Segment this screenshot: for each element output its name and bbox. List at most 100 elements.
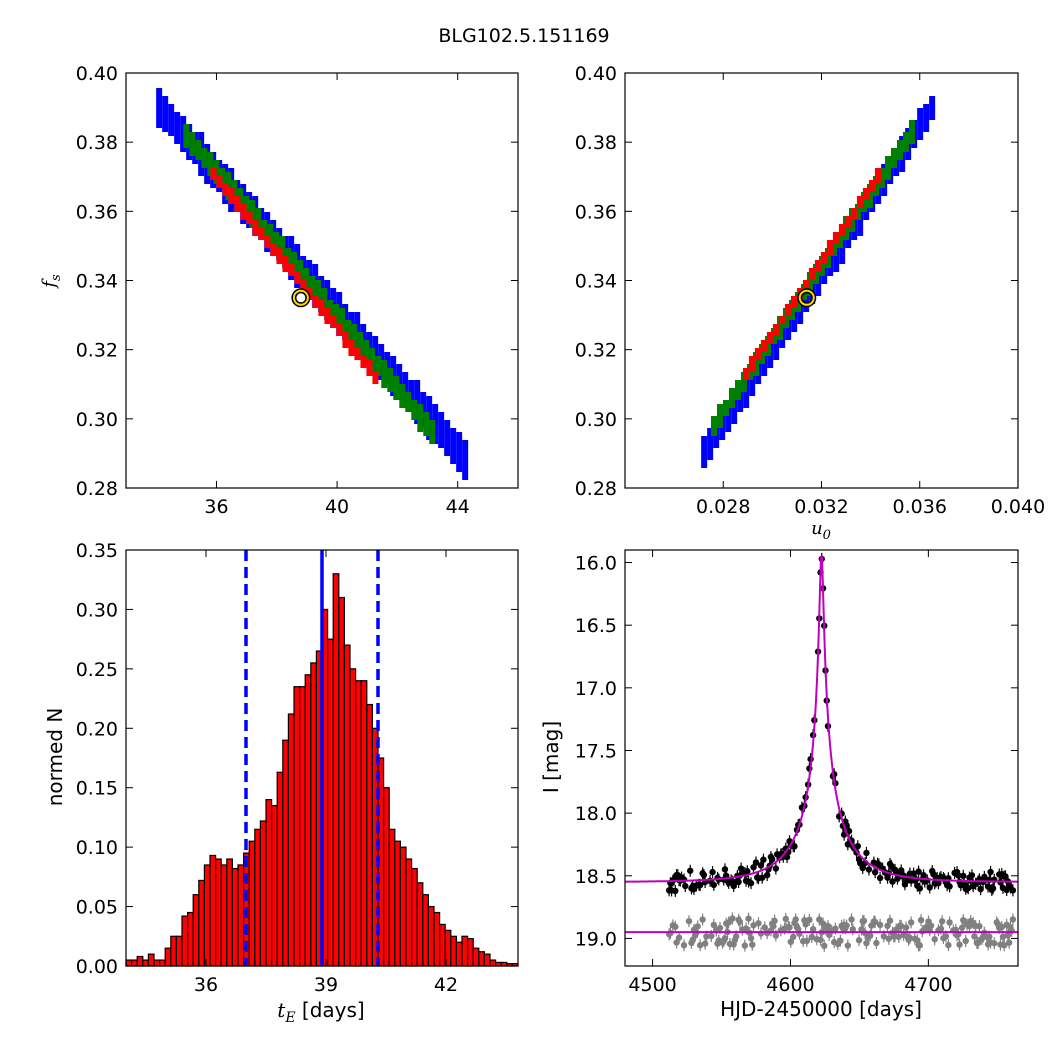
histogram-bar [287, 713, 295, 967]
data-point [687, 867, 694, 874]
confidence-region-3-sigma [701, 436, 708, 468]
residual-point [782, 915, 789, 923]
histogram-bar [467, 938, 474, 967]
residual-point [745, 915, 752, 922]
confidence-region-2-sigma [315, 280, 322, 308]
residual-point [750, 922, 757, 929]
confidence-region-2-sigma [183, 124, 190, 148]
confidence-region-2-sigma [806, 272, 813, 296]
residual-point [761, 924, 768, 931]
histogram-bar [299, 686, 306, 967]
confidence-region-1-sigma [874, 168, 881, 184]
residual-point [1001, 942, 1008, 949]
confidence-region-1-sigma [318, 300, 325, 316]
confidence-region-1-sigma [754, 348, 761, 360]
confidence-region-1-sigma [742, 368, 749, 380]
residual-point [832, 925, 839, 932]
confidence-region-3-sigma [929, 96, 936, 120]
panel-0-xtick-label: 40 [325, 496, 349, 518]
residual-point [849, 926, 857, 933]
data-point [744, 868, 751, 875]
residual-point [787, 938, 794, 946]
panel-te-vs-fs-axes: 36 40 44 0.28 0.30 0.32 0.34 0.36 0.38 0.40 [76, 63, 519, 518]
panel-1-ytick-label: 0.40 [575, 63, 617, 85]
histogram-bar [327, 638, 334, 967]
residual-point [716, 924, 724, 932]
confidence-region-1-sigma [300, 280, 307, 292]
histogram-bar [394, 840, 401, 967]
data-point [871, 868, 879, 876]
confidence-region-1-sigma [240, 204, 247, 220]
residual-point [906, 934, 914, 942]
histogram-bar [489, 959, 497, 967]
panel-2-ytick-label: 0.30 [76, 599, 118, 621]
confidence-region-2-sigma [758, 344, 765, 364]
confidence-region-2-sigma [411, 400, 418, 420]
histogram-bar [293, 686, 301, 967]
confidence-region-1-sigma [790, 296, 797, 308]
confidence-region-1-sigma [342, 332, 349, 348]
model-curve [625, 556, 1018, 883]
confidence-region-2-sigma [740, 372, 747, 392]
confidence-region-2-sigma [363, 340, 370, 364]
panel-2-frame [125, 549, 519, 967]
histogram-bar [472, 947, 480, 967]
data-point [791, 843, 798, 850]
confidence-region-1-sigma [222, 184, 229, 196]
panel-1-xtick-label: 0.028 [696, 496, 750, 518]
residual-point [772, 932, 780, 939]
residual-point [824, 922, 832, 930]
data-point [987, 868, 994, 876]
histogram-bar [388, 828, 396, 967]
confidence-region-1-sigma [234, 196, 241, 212]
confidence-region-1-sigma [282, 256, 289, 272]
confidence-region-2-sigma [429, 420, 436, 444]
residual-point [680, 942, 688, 949]
residual-point [721, 935, 729, 942]
residual-point [960, 916, 967, 924]
data-point [710, 881, 718, 889]
confidence-region-2-sigma [722, 400, 729, 416]
residual-point [741, 942, 749, 949]
residual-point [792, 916, 799, 923]
histogram-bar [427, 905, 435, 967]
histogram-bar [271, 804, 278, 967]
residual-point [816, 916, 823, 923]
histogram-bar [153, 959, 161, 967]
residual-point [708, 932, 715, 940]
residual-point [843, 922, 850, 929]
histogram-bar [187, 911, 194, 967]
histogram-bar [175, 935, 183, 967]
confidence-region-2-sigma [189, 132, 196, 156]
panel-1-ytick-label: 0.30 [575, 409, 617, 431]
residual-point [917, 916, 925, 924]
panel-lightcurve-xlabel: HJD-2450000 [days] [720, 997, 922, 1021]
panel-1-ytick-label: 0.38 [575, 132, 617, 154]
histogram-bar [136, 955, 144, 967]
data-point [863, 849, 870, 857]
confidence-region-3-sigma [456, 432, 463, 472]
residual-point [860, 917, 868, 925]
confidence-region-3-sigma [707, 428, 714, 460]
data-point [735, 878, 742, 886]
data-point [752, 859, 760, 866]
histogram-bar [215, 858, 222, 967]
best-fit-marker [798, 289, 815, 306]
residual-point [974, 939, 982, 947]
panel-2-ytick-label: 0.25 [76, 659, 118, 681]
data-point [857, 859, 864, 867]
residual-point [694, 923, 701, 930]
confidence-region-3-sigma [162, 96, 169, 132]
confidence-region-2-sigma [854, 204, 861, 220]
residual-point [902, 924, 910, 931]
confidence-region-2-sigma [788, 300, 795, 320]
panel-0-xtick-label: 44 [446, 496, 470, 518]
histogram-bar [310, 662, 317, 967]
panel-2-ytick-label: 0.10 [76, 837, 118, 859]
histogram-bar [147, 953, 155, 967]
panel-2-ytick-label: 0.35 [76, 540, 118, 562]
panel-te-histogram-ylabel: normed N [43, 708, 67, 807]
histogram-bar [192, 894, 200, 967]
residual-point [696, 942, 704, 949]
